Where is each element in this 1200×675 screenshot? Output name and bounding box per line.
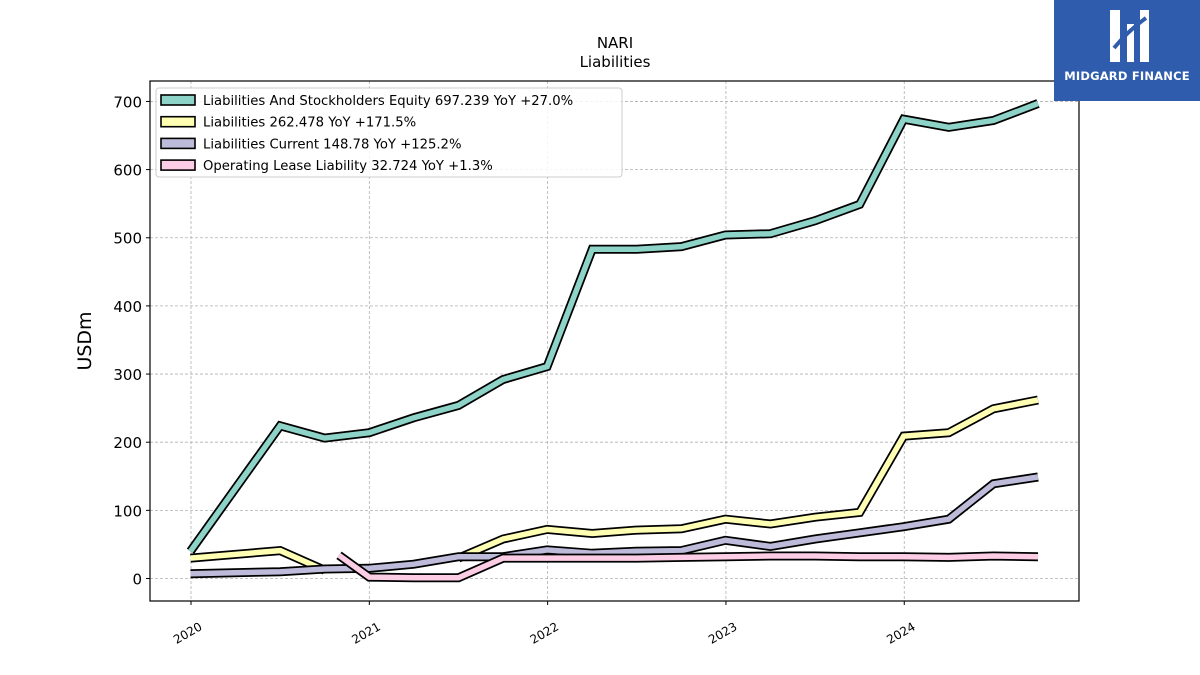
series-line-4: [337, 553, 1039, 581]
y-tick-label: 600: [113, 162, 142, 180]
legend-swatch: [160, 94, 196, 106]
x-tick-label: 2024: [884, 619, 917, 646]
logo-text: MIDGARD FINANCE: [1064, 69, 1190, 83]
series-line-3: [190, 474, 1039, 577]
legend-label: Liabilities Current 148.78 YoY +125.2%: [203, 137, 461, 152]
plot-frame: [149, 80, 1080, 602]
legend-swatch: [160, 159, 196, 171]
y-tick-label: 500: [113, 230, 142, 248]
x-tick-label: 2021: [349, 619, 382, 646]
chart-subtitle: Liabilities: [580, 53, 651, 71]
y-tick-label: 100: [113, 502, 142, 520]
y-tick-label: 300: [113, 366, 142, 384]
legend-swatch: [160, 115, 196, 128]
legend-label: Operating Lease Liability 32.724 YoY +1.…: [203, 159, 493, 174]
x-tick-label: 2022: [528, 619, 561, 646]
x-tick-label: 2020: [171, 619, 204, 646]
series-layer: [186, 99, 1040, 583]
legend: Liabilities And Stockholders Equity 697.…: [155, 87, 623, 178]
series-line-2-b: [457, 397, 1039, 561]
legend-label: Liabilities 262.478 YoY +171.5%: [203, 116, 416, 131]
series-line-1: [188, 100, 1039, 553]
y-tick-label: 0: [132, 571, 142, 589]
legend-label: Liabilities And Stockholders Equity 697.…: [203, 94, 573, 109]
series-line-2: [190, 547, 326, 573]
legend-swatch: [160, 137, 196, 150]
legend-box: [155, 87, 623, 178]
y-tick-label: 700: [113, 93, 142, 111]
series-line-2-b-outline: [456, 395, 1039, 563]
chart-title: NARI: [597, 34, 633, 52]
logo-mark-icon: [1110, 10, 1149, 62]
x-tick-label: 2023: [706, 619, 739, 646]
y-axis-label: USDm: [74, 311, 96, 370]
midgard-finance-logo: MIDGARD FINANCE: [1054, 0, 1200, 101]
y-tick-label: 200: [113, 434, 142, 452]
y-tick-label: 400: [113, 298, 142, 316]
